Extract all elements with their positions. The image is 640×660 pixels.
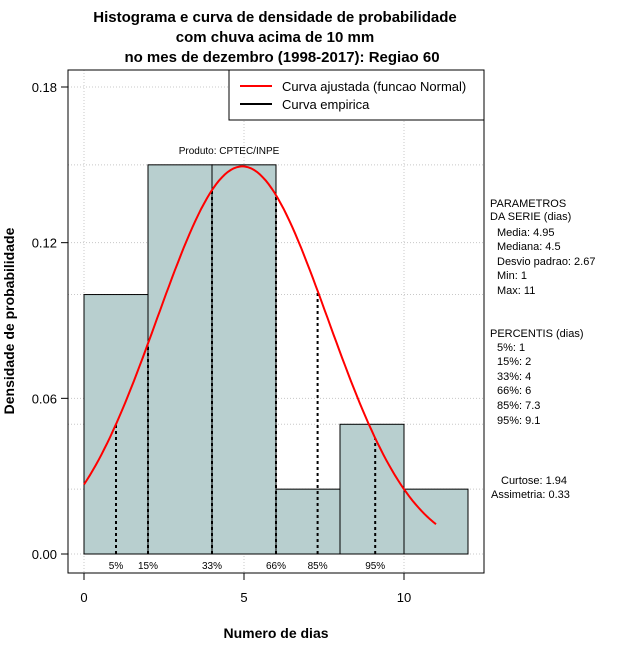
y-tick-label-2: 0.12 bbox=[32, 236, 57, 251]
x-tick-label-1: 5 bbox=[240, 590, 247, 605]
param-heading-2: DA SERIE (dias) bbox=[490, 211, 571, 223]
param-mediana: Mediana: 4.5 bbox=[497, 241, 561, 253]
assimetria: Assimetria: 0.33 bbox=[491, 489, 570, 501]
percentile-label-0: 5% bbox=[109, 561, 124, 572]
x-tick-label-0: 0 bbox=[80, 590, 87, 605]
curtose: Curtose: 1.94 bbox=[501, 475, 567, 487]
chart-title-line-1: Histograma e curva de densidade de proba… bbox=[93, 9, 456, 26]
param-desvio: Desvio padrao: 2.67 bbox=[497, 256, 595, 268]
percentil-95: 95%: 9.1 bbox=[497, 415, 540, 427]
y-tick-label-0: 0.00 bbox=[32, 547, 57, 562]
y-tick-label-1: 0.06 bbox=[32, 391, 57, 406]
param-min: Min: 1 bbox=[497, 270, 527, 282]
percentil-33: 33%: 4 bbox=[497, 371, 531, 383]
histogram-bar-3 bbox=[275, 488, 341, 555]
percentil-66: 66%: 6 bbox=[497, 385, 531, 397]
percentil-85: 85%: 7.3 bbox=[497, 400, 540, 412]
histogram-bar-4 bbox=[339, 423, 405, 555]
curve-layer bbox=[83, 165, 437, 525]
param-media: Media: 4.95 bbox=[497, 227, 554, 239]
percentile-layer: 5% 15% 33% 66% 85% 95% bbox=[109, 190, 385, 572]
percentil-15: 15%: 2 bbox=[497, 356, 531, 368]
percentile-label-4: 85% bbox=[308, 561, 328, 572]
bars-layer bbox=[83, 164, 469, 555]
legend-fitted-label: Curva ajustada (funcao Normal) bbox=[282, 79, 466, 94]
chart-title-line-3: no mes de dezembro (1998-2017): Regiao 6… bbox=[124, 49, 439, 66]
legend: Curva ajustada (funcao Normal) Curva emp… bbox=[228, 69, 485, 121]
param-heading-1: PARAMETROS bbox=[490, 198, 566, 210]
legend-empirical-label: Curva empirica bbox=[282, 97, 370, 112]
side-panel: PARAMETROS DA SERIE (dias) Media: 4.95 M… bbox=[490, 198, 595, 501]
x-tick-label-2: 10 bbox=[397, 590, 411, 605]
param-max: Max: 11 bbox=[497, 285, 535, 297]
y-tick-label-3: 0.18 bbox=[32, 80, 57, 95]
percentile-label-3: 66% bbox=[266, 561, 286, 572]
histogram-bar-1 bbox=[147, 164, 213, 555]
x-axis-label: Numero de dias bbox=[223, 625, 328, 641]
percentile-label-2: 33% bbox=[202, 561, 222, 572]
percentil-5: 5%: 1 bbox=[497, 342, 525, 354]
chart-title-line-2: com chuva acima de 10 mm bbox=[176, 29, 374, 46]
legend-box bbox=[228, 69, 485, 121]
axes-layer: 0 5 10 0.00 0.06 0.12 0.18 bbox=[32, 80, 412, 605]
percentile-label-5: 95% bbox=[365, 561, 385, 572]
y-axis-label: Densidade de probabilidade bbox=[1, 227, 17, 414]
fitted-normal-curve bbox=[83, 165, 437, 525]
percentis-heading: PERCENTIS (dias) bbox=[490, 328, 584, 340]
histogram-bar-5 bbox=[403, 488, 469, 555]
percentile-label-1: 15% bbox=[138, 561, 158, 572]
histogram-bar-2 bbox=[211, 164, 277, 555]
product-annotation: Produto: CPTEC/INPE bbox=[179, 146, 280, 157]
